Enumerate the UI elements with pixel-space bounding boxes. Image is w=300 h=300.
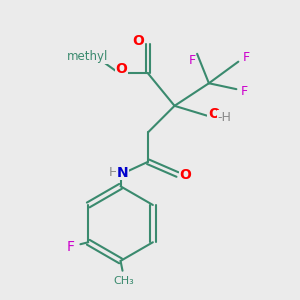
Text: O: O bbox=[208, 107, 220, 121]
Text: CH₃: CH₃ bbox=[113, 275, 134, 286]
Text: N: N bbox=[117, 166, 128, 180]
Text: F: F bbox=[67, 240, 75, 254]
Text: H: H bbox=[109, 166, 118, 179]
Text: methyl: methyl bbox=[67, 50, 108, 63]
Text: O: O bbox=[179, 167, 191, 182]
Text: O: O bbox=[132, 34, 144, 48]
Text: F: F bbox=[243, 51, 250, 64]
Text: O: O bbox=[116, 61, 128, 76]
Text: F: F bbox=[189, 54, 196, 67]
Text: -H: -H bbox=[218, 111, 232, 124]
Text: F: F bbox=[241, 85, 248, 98]
